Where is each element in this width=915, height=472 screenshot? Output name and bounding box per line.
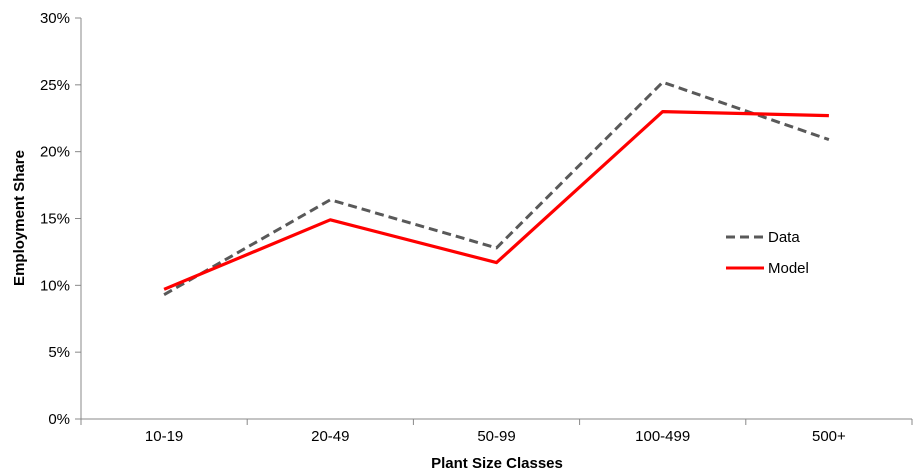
x-tick-label: 100-499 xyxy=(635,428,690,445)
x-tick-label: 20-49 xyxy=(311,428,349,445)
x-axis: 10-19 20-49 50-99 100-499 500+ xyxy=(80,418,913,445)
series-line-model xyxy=(163,109,829,291)
legend: Data Model xyxy=(726,229,809,277)
y-tick-label: 0% xyxy=(48,411,70,428)
series-layer xyxy=(163,80,830,297)
y-tick-label: 30% xyxy=(40,10,70,27)
legend-label-data: Data xyxy=(768,229,800,246)
legend-label-model: Model xyxy=(768,260,809,277)
y-axis: 0% 5% 10% 15% 20% 25% 30% xyxy=(40,10,82,428)
series-line-data xyxy=(163,80,830,297)
y-tick-label: 15% xyxy=(40,211,70,228)
x-tick-label: 500+ xyxy=(812,428,846,445)
y-tick-label: 25% xyxy=(40,77,70,94)
x-tick-label: 50-99 xyxy=(477,428,515,445)
y-tick-label: 20% xyxy=(40,144,70,161)
y-axis-title: Employment Share xyxy=(11,150,28,286)
x-axis-title: Plant Size Classes xyxy=(431,455,563,472)
y-tick-label: 10% xyxy=(40,277,70,294)
x-tick-label: 10-19 xyxy=(145,428,183,445)
y-tick-label: 5% xyxy=(48,344,70,361)
